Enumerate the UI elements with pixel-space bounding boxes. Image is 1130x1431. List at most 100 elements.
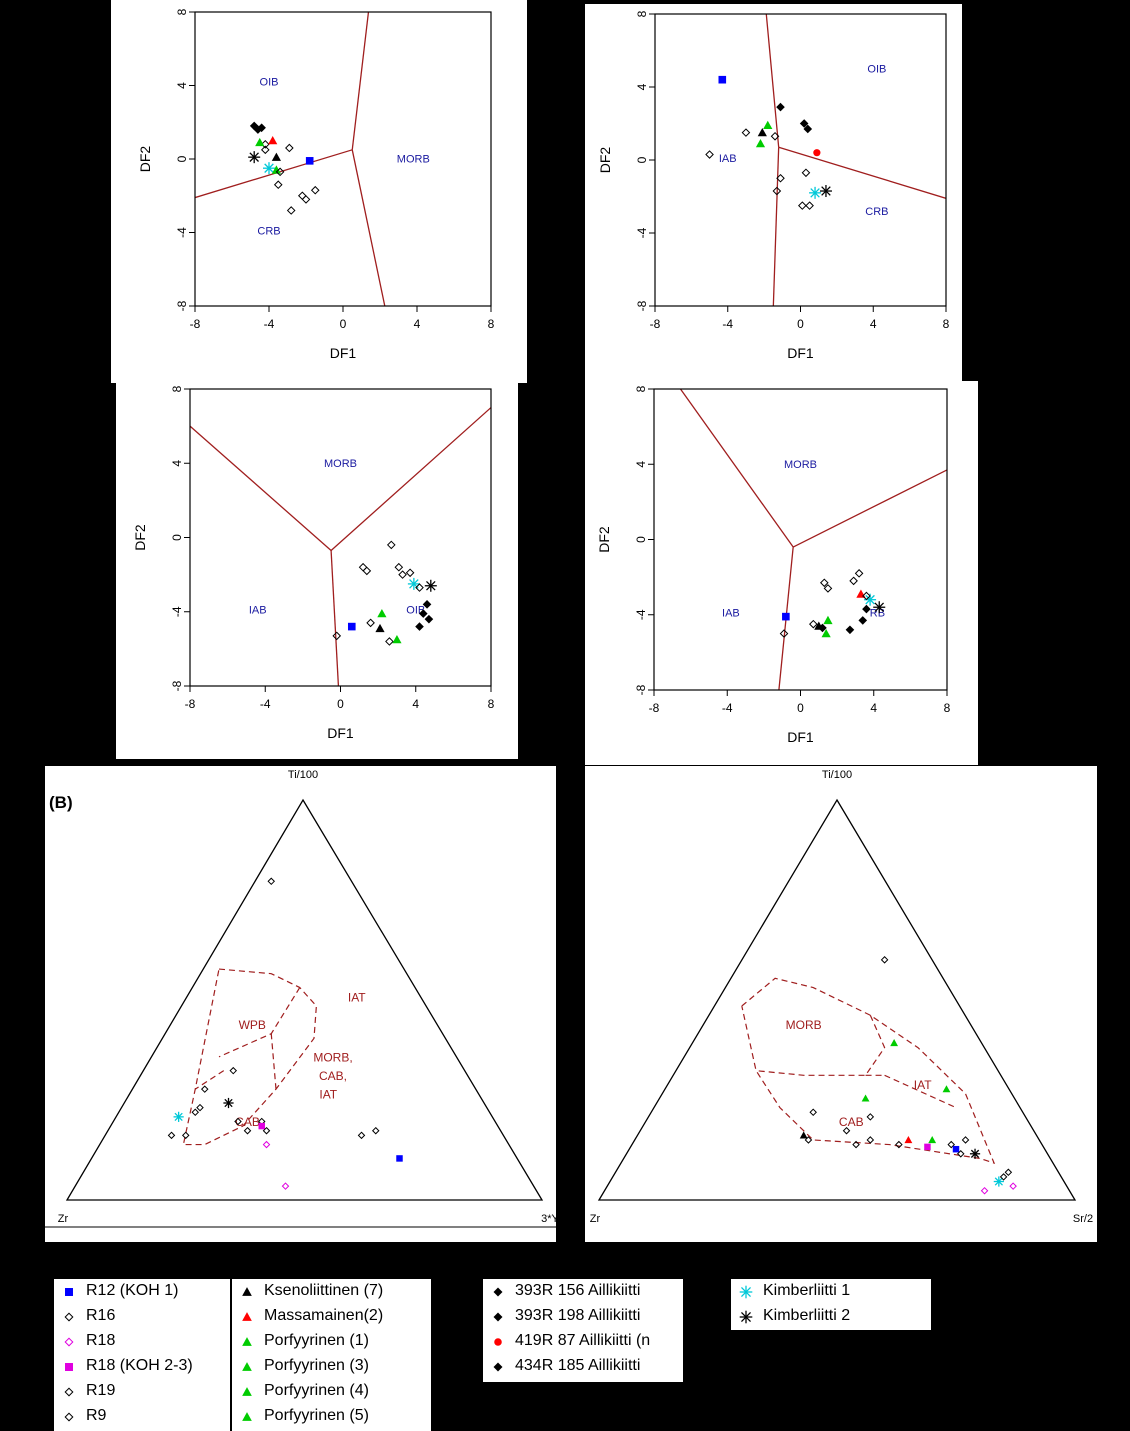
boundary-line (190, 425, 332, 551)
magenta-square-marker (924, 1143, 931, 1151)
open-diamond-marker (285, 143, 294, 153)
plot-panel-4: -8 -8 -4 -4 0 0 4 4 8 8 DF1 DF2 MORB IAB RB (585, 381, 978, 765)
open-diamond-marker (196, 1103, 204, 1112)
blue-square-marker (396, 1155, 403, 1162)
x-axis-label: DF1 (327, 725, 354, 741)
data-points (248, 121, 320, 215)
field-boundaries (190, 407, 491, 686)
open-diamond-marker (849, 576, 858, 586)
green-triangle-marker (861, 1094, 870, 1102)
boundary-line (679, 389, 794, 548)
green-triangle-marker (823, 615, 833, 625)
apex-label-top: Ti/100 (288, 769, 318, 781)
green-triangle-marker (890, 1039, 899, 1047)
field-label: IAB (722, 608, 740, 620)
x-tick-label: 8 (488, 697, 495, 711)
y-axis-label: DF2 (132, 524, 148, 551)
ternary-plot-1: (B) Ti/100 Zr 3*Y WPB IAT MORB, CAB, IAT CAB (45, 769, 556, 1228)
black-diamond-marker (424, 614, 434, 624)
field-label: MORB (784, 459, 817, 471)
black-diamond-marker (858, 616, 868, 625)
field-label: CAB (839, 1115, 864, 1129)
field-label: IAT (914, 1078, 932, 1092)
y-tick-label: 8 (635, 10, 649, 17)
df-plot-4: -8-8 -4 -4 0 0 4 4 8 8 DF1 DF2 MORB IAB RB (596, 385, 951, 745)
figure-label: (B) (49, 793, 73, 812)
boundary-line (351, 12, 370, 150)
open-diamond-marker (275, 167, 285, 177)
black-triangle-marker (799, 1131, 808, 1139)
red-circle-marker (813, 149, 821, 157)
open-diamond-marker (191, 1108, 200, 1117)
x-axis-label: DF1 (787, 729, 814, 745)
legend-symbol (739, 1310, 753, 1324)
y-tick-label: 0 (170, 534, 184, 541)
open-diamond-marker (956, 1150, 965, 1158)
legend-label: Porfyyrinen (4) (264, 1382, 369, 1399)
x-tick-label: 0 (797, 317, 804, 331)
field-boundaries (679, 389, 947, 690)
x-tick-label: -8 (650, 317, 661, 331)
black-diamond-marker (845, 625, 855, 635)
legend-symbol (494, 1338, 502, 1346)
data-points (779, 569, 886, 638)
open-diamond-marker (260, 145, 270, 155)
magenta-open-diamond-marker (281, 1182, 290, 1190)
field-boundaries (765, 14, 946, 306)
y-tick-label: -4 (170, 606, 184, 617)
open-diamond-marker (804, 1136, 813, 1144)
legend-symbol (64, 1387, 74, 1397)
open-diamond-marker (772, 186, 782, 196)
y-tick-label: -4 (635, 227, 649, 238)
open-diamond-marker (64, 1312, 74, 1322)
legend-label: 393R 198 Aillikiitti (515, 1307, 641, 1324)
green-triangle-marker (242, 1362, 252, 1371)
red-triangle-marker (268, 136, 278, 145)
black-diamond-marker (422, 600, 432, 609)
legend-symbol (242, 1412, 252, 1421)
plot-panel-2: -8 -8 -4 -4 0 0 4 4 8 8 DF1 DF2 OIB IAB CRB (585, 4, 962, 381)
cyan-star-marker (263, 162, 275, 175)
apex-label-left: Zr (58, 1213, 69, 1225)
y-tick-label: 4 (170, 460, 184, 467)
cyan-star-marker (407, 577, 420, 590)
open-diamond-marker (770, 131, 780, 141)
legend-label: R16 (86, 1307, 116, 1324)
black-star-marker (739, 1310, 753, 1324)
open-diamond-marker (809, 619, 818, 629)
black-triangle-marker (271, 152, 281, 161)
legend-symbol (493, 1287, 503, 1297)
black-star-marker (873, 601, 886, 614)
x-tick-label: 8 (943, 317, 950, 331)
legend-lithology: Ksenoliittinen (7) Massamainen(2) Porfyyri… (232, 1279, 431, 1431)
plot-frame (653, 388, 948, 691)
green-triangle-marker (928, 1136, 937, 1144)
black-triangle-marker (375, 623, 385, 633)
y-tick-label: -4 (175, 227, 189, 238)
field-boundary (741, 977, 996, 1165)
y-tick-label: -8 (175, 300, 189, 311)
legend-symbol (493, 1312, 503, 1322)
blue-square-marker (347, 622, 356, 631)
open-diamond-marker (286, 206, 296, 215)
x-tick-label: 8 (488, 317, 495, 331)
field-boundaries (195, 12, 386, 306)
open-diamond-marker (801, 168, 811, 178)
open-diamond-marker (852, 1140, 860, 1149)
legend-label: Kimberliitti 2 (763, 1307, 851, 1324)
open-diamond-marker (798, 201, 807, 210)
open-diamond-marker (741, 128, 751, 137)
apex-label-top: Ti/100 (822, 769, 852, 781)
open-diamond-marker (262, 1126, 271, 1135)
red-circle-marker (494, 1338, 502, 1346)
legend-symbol (493, 1362, 503, 1372)
legend-symbol (65, 1288, 73, 1296)
y-tick-label: 8 (170, 385, 184, 392)
magenta-open-diamond-marker (262, 1140, 271, 1149)
blue-square-marker (952, 1145, 960, 1153)
open-diamond-marker (999, 1173, 1008, 1181)
legend-symbol (242, 1337, 252, 1346)
field-boundary (270, 1033, 277, 1090)
x-axis-label: DF1 (787, 345, 814, 361)
legend-label: Kimberliitti 1 (763, 1282, 851, 1299)
